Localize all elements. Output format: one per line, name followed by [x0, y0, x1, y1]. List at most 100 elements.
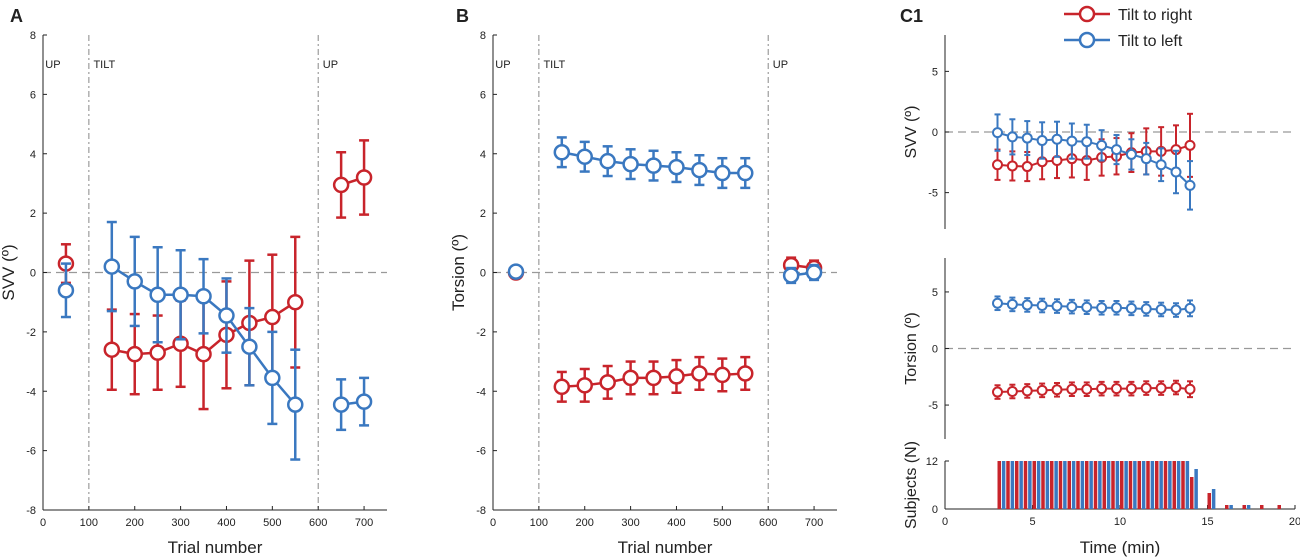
x-tick-label: 600 [309, 517, 327, 529]
data-point [1036, 384, 1048, 396]
data-point [622, 155, 639, 173]
data-point [1006, 298, 1018, 310]
data-point [126, 273, 143, 290]
y-tick-label: 0 [480, 268, 486, 280]
data-point [1081, 136, 1093, 148]
bar [1277, 505, 1281, 509]
panel-c-svv-chart: -5 0 5 SVV (º) [903, 35, 1295, 229]
x-tick-label: 700 [355, 517, 373, 529]
bar [1010, 461, 1015, 509]
bar-series-blue [1001, 461, 1251, 509]
phase-label: UP [45, 59, 60, 71]
y-tick-label: -2 [476, 327, 486, 339]
panel-c-torsion-chart: -5 0 5 Torsion (º) [903, 258, 1295, 439]
data-point [1155, 303, 1167, 315]
y-tick-label: -4 [476, 386, 486, 398]
data-point [714, 164, 731, 182]
bar [1211, 489, 1216, 509]
data-point [1125, 148, 1137, 160]
bar [1032, 461, 1036, 509]
y-tick-label: 5 [932, 66, 938, 78]
bar [1067, 461, 1071, 509]
bar [1185, 461, 1190, 509]
data-point [553, 144, 571, 161]
bar [1190, 477, 1194, 509]
bar-series-red [997, 461, 1281, 509]
data-point [1036, 134, 1048, 146]
data-point [1051, 133, 1063, 145]
bar [1176, 461, 1181, 509]
y-tick-label: 2 [30, 208, 36, 220]
data-point [1081, 301, 1093, 313]
y-axis-label: Subjects (N) [903, 441, 920, 529]
x-tick-label: 200 [576, 517, 594, 529]
bar [1181, 461, 1185, 509]
data-point [1140, 303, 1152, 315]
y-tick-label: 2 [480, 208, 486, 220]
data-point [1125, 302, 1137, 314]
x-tick-label: 400 [667, 517, 685, 529]
bar [1098, 461, 1102, 509]
data-point [1021, 132, 1033, 144]
series-blue [992, 113, 1196, 211]
y-tick-label: 4 [30, 149, 36, 161]
phase-label: UP [773, 59, 788, 71]
y-axis-label: SVV (º) [0, 244, 18, 300]
y-axis-label: SVV (º) [903, 106, 920, 159]
x-tick-label: 700 [805, 517, 823, 529]
data-point [1081, 383, 1093, 395]
x-axis-label: Trial number [168, 538, 263, 557]
data-point [1140, 382, 1152, 394]
data-point [992, 297, 1003, 309]
x-axis-label: Trial number [618, 538, 713, 557]
data-point [1066, 383, 1078, 395]
bar [1225, 505, 1229, 509]
bar [1146, 461, 1150, 509]
series-red [507, 256, 823, 403]
y-tick-label: -4 [26, 386, 36, 398]
data-point [1170, 166, 1182, 178]
data-point [1111, 144, 1122, 156]
data-point [1170, 382, 1182, 394]
data-point [1111, 383, 1122, 395]
x-tick-label: 100 [80, 517, 98, 529]
data-point [287, 293, 304, 311]
phase-label: UP [323, 59, 338, 71]
data-point [1051, 384, 1063, 396]
y-tick-label: -2 [26, 327, 36, 339]
bar [1036, 461, 1041, 509]
y-tick-label: 0 [30, 268, 36, 280]
bar [1041, 461, 1045, 509]
data-point [195, 345, 212, 363]
data-point [1125, 383, 1137, 395]
bar [1054, 461, 1058, 509]
bar [997, 461, 1001, 509]
data-point [992, 386, 1003, 398]
x-tick-label: 0 [40, 517, 46, 529]
bar [1001, 461, 1006, 509]
bar [1172, 461, 1176, 509]
bar [1106, 461, 1111, 509]
y-tick-label: 5 [932, 287, 938, 299]
data-point [668, 158, 685, 176]
bar [1207, 493, 1211, 509]
x-tick-label: 500 [263, 517, 281, 529]
y-tick-label: -5 [928, 188, 938, 200]
x-axis-label: Time (min) [1080, 538, 1161, 557]
y-tick-label: 0 [932, 344, 938, 356]
panel-label-a: A [10, 6, 23, 26]
data-point [103, 258, 121, 275]
data-point [576, 377, 593, 394]
x-tick-label: 400 [217, 517, 235, 529]
data-point [287, 396, 304, 413]
bar [1071, 461, 1076, 509]
data-point [691, 365, 708, 382]
x-tick-label: 0 [942, 516, 948, 528]
bar [1050, 461, 1054, 509]
data-point [737, 365, 754, 382]
bar [1163, 461, 1168, 509]
data-point [1155, 382, 1167, 394]
bar [1120, 461, 1124, 509]
data-point [1140, 153, 1152, 165]
bar [1168, 461, 1172, 509]
